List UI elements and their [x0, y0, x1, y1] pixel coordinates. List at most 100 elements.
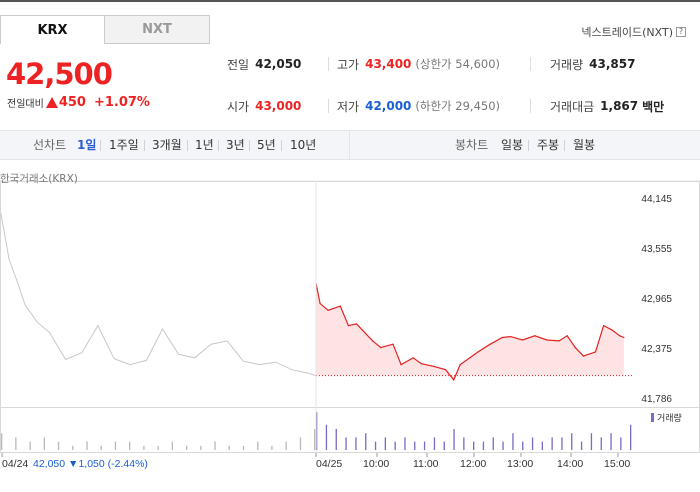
- help-icon[interactable]: ?: [676, 27, 686, 37]
- volume-bar: [522, 441, 524, 450]
- line-chart-label: 선차트: [33, 138, 67, 152]
- exchange-label: 한국거래소(KRX): [0, 173, 78, 185]
- separator: [528, 140, 529, 151]
- period-weekly[interactable]: 주봉: [537, 138, 560, 152]
- period-daily[interactable]: 일봉: [501, 138, 524, 152]
- price-point: [574, 347, 576, 349]
- separator: [187, 140, 188, 151]
- volume-bar: [171, 441, 173, 450]
- price-point: [372, 340, 374, 342]
- volume-bar: [325, 424, 328, 450]
- price-point: [445, 369, 447, 371]
- volume-bar: [561, 437, 563, 450]
- stat-value: 42,050: [255, 57, 302, 71]
- volume-bar: [228, 445, 230, 450]
- price-point: [392, 343, 394, 345]
- separator: [281, 140, 282, 151]
- separator: [218, 140, 219, 151]
- price-point: [339, 305, 341, 307]
- volume-bar: [473, 441, 475, 450]
- price-chart[interactable]: 44,145 43,555 42,965 42,375 41,786 거래량 04/24 04…: [0, 162, 700, 492]
- price-point: [623, 336, 625, 339]
- price-point: [459, 363, 461, 366]
- volume-bar: [114, 441, 117, 450]
- period-1y[interactable]: 1년: [195, 138, 214, 152]
- volume-bar: [620, 437, 622, 450]
- volume-legend-label: 거래량: [657, 412, 682, 423]
- stat-value: 43,000: [255, 99, 302, 113]
- price-point: [582, 355, 584, 357]
- price-point: [546, 339, 548, 341]
- stat-volume: 거래량 43,857: [550, 47, 635, 81]
- stat-low: 저가 42,000 (하한가 29,450): [337, 89, 500, 123]
- price-point: [611, 329, 613, 331]
- volume-bar: [271, 445, 273, 450]
- stat-open: 시가 43,000: [227, 89, 301, 123]
- volume-bar: [285, 441, 287, 450]
- price-point: [453, 379, 455, 381]
- stat-trade-value: 거래대금 1,867 백만: [550, 89, 664, 123]
- tab-krx[interactable]: KRX: [0, 15, 105, 44]
- divider: [530, 57, 531, 71]
- volume-bar: [492, 437, 494, 450]
- stat-label: 저가: [337, 99, 360, 114]
- volume-bar: [630, 424, 632, 450]
- nxt-link[interactable]: 넥스트레이드(NXT) ?: [581, 24, 686, 40]
- price-point: [420, 363, 422, 365]
- price-point: [566, 335, 568, 337]
- prev-change-pct: (-2.44%): [108, 458, 148, 470]
- volume-bar: [43, 437, 45, 450]
- price-point: [412, 357, 414, 359]
- period-5y[interactable]: 5년: [257, 138, 276, 152]
- price-point: [603, 324, 605, 327]
- divider: [530, 99, 531, 113]
- change-percent: +1.07%: [93, 95, 150, 110]
- volume-bar: [129, 441, 131, 450]
- price-point: [489, 343, 491, 345]
- x-tick-label: 04/24: [2, 458, 28, 470]
- stat-value: 43,857: [589, 57, 636, 71]
- volume-bar: [157, 445, 159, 450]
- volume-bar: [316, 412, 318, 450]
- period-3y[interactable]: 3년: [226, 138, 245, 152]
- volume-bar: [365, 433, 367, 450]
- stat-value: 43,400: [365, 57, 412, 71]
- period-10y[interactable]: 10년: [290, 138, 317, 152]
- tab-nxt[interactable]: NXT: [105, 15, 210, 44]
- volume-bar: [200, 445, 202, 450]
- period-1w[interactable]: 1주일: [109, 138, 139, 152]
- x-tick-label: 04/25: [316, 458, 342, 470]
- volume-bar: [512, 433, 514, 450]
- volume-bar: [453, 429, 455, 450]
- price-point: [319, 302, 321, 305]
- divider: [328, 57, 329, 71]
- stat-high: 고가 43,400 (상한가 54,600): [337, 47, 500, 81]
- period-monthly[interactable]: 월봉: [573, 138, 596, 152]
- period-1d[interactable]: 1일: [77, 138, 97, 152]
- triangle-up-icon: [45, 97, 58, 108]
- period-3m[interactable]: 3개월: [152, 138, 182, 152]
- price-point: [594, 351, 597, 353]
- volume-bar: [580, 441, 583, 450]
- separator: [249, 140, 250, 151]
- price-point: [509, 336, 512, 338]
- volume-bar: [404, 437, 406, 450]
- stat-sub: (하한가 29,450): [415, 99, 501, 113]
- volume-bar: [143, 445, 145, 450]
- volume-bar: [531, 437, 534, 450]
- volume-bar: [414, 441, 416, 450]
- volume-bar: [433, 437, 436, 450]
- price-point: [364, 331, 366, 333]
- divider: [328, 99, 329, 113]
- volume-bar: [72, 445, 74, 450]
- x-tick-label: 14:00: [557, 458, 583, 470]
- stat-sub: (상한가 54,600): [415, 57, 501, 71]
- separator: [100, 140, 101, 151]
- price-point: [432, 365, 435, 367]
- volume-bar: [100, 445, 102, 450]
- price-point: [469, 357, 471, 359]
- volume-bar: [1, 433, 3, 450]
- stat-label: 거래량: [550, 57, 584, 72]
- volume-bar: [86, 441, 88, 450]
- volume-legend-swatch: [651, 413, 654, 422]
